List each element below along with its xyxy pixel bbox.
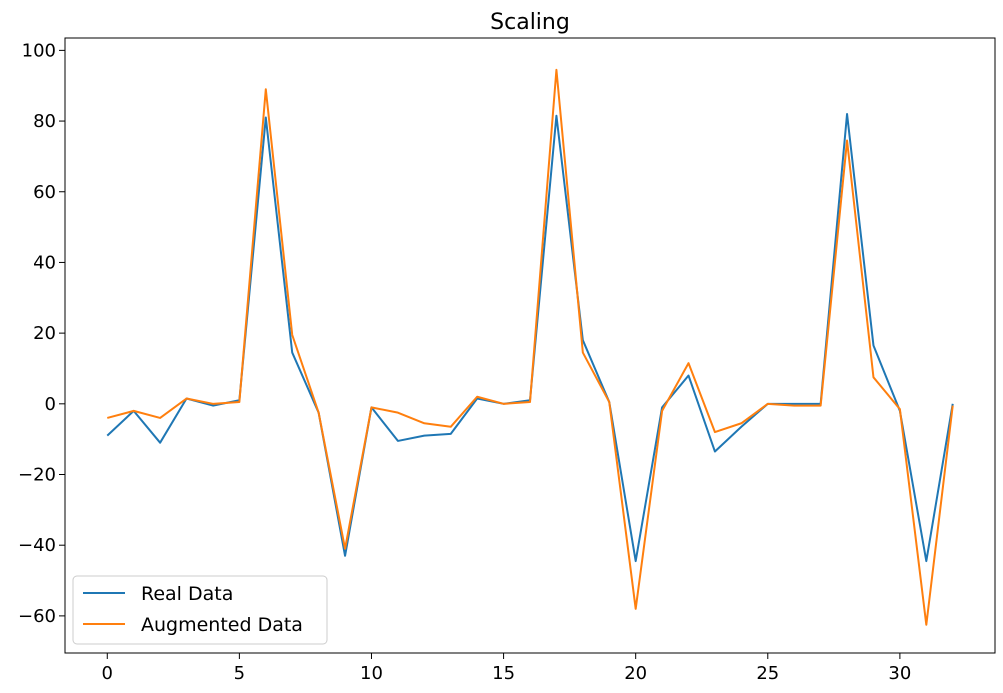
x-tick-label: 20 <box>624 663 647 684</box>
y-tick-label: 60 <box>33 182 56 203</box>
x-axis: 0 5 10 15 20 25 30 <box>102 653 911 684</box>
plot-frame <box>64 37 996 654</box>
series-line-augmented-data <box>107 68 954 626</box>
y-axis: −60 −40 −20 0 20 40 60 80 100 <box>18 40 65 627</box>
y-tick-label: 80 <box>33 111 56 132</box>
x-tick-label: 30 <box>888 663 911 684</box>
y-tick-label: −60 <box>18 606 56 627</box>
series-line-real-data <box>106 112 954 563</box>
y-tick-label: 20 <box>33 323 56 344</box>
y-tick-label: 0 <box>45 394 56 415</box>
y-tick-label: −40 <box>18 535 56 556</box>
legend: Real Data Augmented Data <box>72 575 328 645</box>
x-tick-label: 15 <box>492 663 515 684</box>
x-tick-label: 0 <box>102 663 113 684</box>
legend-label-real-data: Real Data <box>141 583 233 605</box>
x-tick-label: 25 <box>756 663 779 684</box>
y-tick-label: 100 <box>22 40 56 61</box>
legend-label-augmented-data: Augmented Data <box>141 614 303 636</box>
x-tick-label: 10 <box>360 663 383 684</box>
y-tick-label: 40 <box>33 252 56 273</box>
chart-title: Scaling <box>490 10 570 35</box>
y-tick-label: −20 <box>18 465 56 486</box>
plot-lines <box>106 68 954 626</box>
legend-box <box>72 575 328 645</box>
x-tick-label: 5 <box>234 663 245 684</box>
